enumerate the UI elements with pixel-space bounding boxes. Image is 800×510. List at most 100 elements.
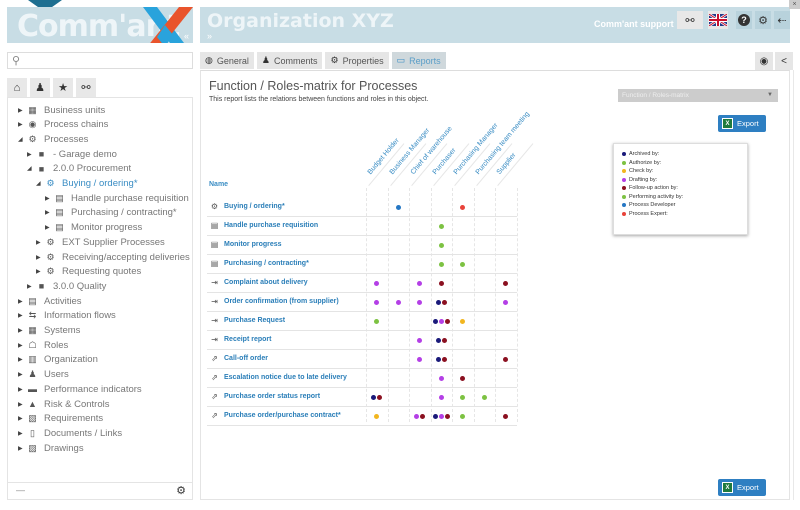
expand-arrow-icon[interactable]: ▶ — [18, 386, 23, 393]
expand-arrow-icon[interactable]: ▶ — [18, 401, 23, 408]
tree-item[interactable]: ▶ ▨ Drawings — [18, 441, 84, 455]
tree-item[interactable]: ▶ ▬ Performance indicators — [18, 382, 142, 396]
glasses-icon[interactable]: ⚯ — [677, 11, 703, 29]
search-input[interactable]: ⚲ — [7, 52, 193, 69]
tree-item[interactable]: ▶ ▤ Monitor progress — [45, 221, 142, 235]
tree-item[interactable]: ▶ ⇆ Information flows — [18, 309, 116, 323]
tab-properties[interactable]: ⚙ Properties — [325, 52, 389, 69]
tree-item-label: Business units — [44, 104, 106, 116]
tree-item[interactable]: ▶ ⚙ Requesting quotes — [36, 265, 141, 279]
expand-arrow-icon[interactable]: ▶ — [18, 372, 23, 379]
tree-item[interactable]: ▶ ⚙ Receiving/accepting deliveries — [36, 250, 190, 264]
export-button-bottom[interactable]: X Export — [718, 479, 766, 496]
matrix-row: ⇗ Purchase order status report — [207, 388, 517, 407]
tree-item[interactable]: ▶ ♟ Users — [18, 368, 69, 382]
row-name-link[interactable]: Purchasing / contracting* — [224, 260, 309, 267]
close-icon[interactable]: × — [789, 0, 800, 9]
app-logo[interactable]: Comm'ant « — [7, 7, 193, 43]
role-dot-icon — [503, 281, 508, 286]
tree-item[interactable]: ▶ ▦ Systems — [18, 324, 80, 338]
matrix-cell — [366, 395, 387, 401]
tab-reports[interactable]: ▭ Reports — [391, 52, 446, 69]
collapse-arrow-icon[interactable]: ◢ — [18, 136, 23, 143]
help-icon[interactable]: ? — [736, 11, 752, 29]
star-icon[interactable]: ★ — [53, 78, 73, 97]
tree-item[interactable]: ▶ ▯ Documents / Links — [18, 426, 122, 440]
expand-arrow-icon[interactable]: ▶ — [18, 357, 23, 364]
expand-arrow-icon[interactable]: ▶ — [27, 151, 32, 158]
expand-arrow-icon[interactable]: ▶ — [27, 283, 32, 290]
tree-settings-gear-icon[interactable]: ⚙ — [176, 485, 186, 497]
expand-arrow-icon[interactable]: ▶ — [18, 313, 23, 320]
tab-comments[interactable]: ♟ Comments — [256, 52, 323, 69]
report-type-select[interactable]: Function / Roles-matrix ▼ — [618, 89, 778, 102]
expand-arrow-icon[interactable]: ▶ — [36, 269, 41, 276]
row-name-link[interactable]: Escalation notice due to late delivery — [224, 374, 347, 381]
row-name-link[interactable]: Receipt report — [224, 336, 272, 343]
tree-item[interactable]: ▶ ⚙ EXT Supplier Processes — [36, 235, 165, 249]
row-name-link[interactable]: Purchase order status report — [224, 393, 321, 400]
expand-arrow-icon[interactable]: ▶ — [18, 445, 23, 452]
tree-item[interactable]: ◢ ■ 2.0.0 Procurement — [27, 162, 131, 176]
tree-item[interactable]: ▶ ▤ Purchasing / contracting* — [45, 206, 177, 220]
row-name-link[interactable]: Call-off order — [224, 355, 268, 362]
eye-icon[interactable]: ◉ — [755, 52, 773, 70]
collapse-sidebar-button[interactable]: « — [183, 31, 189, 41]
link-icon[interactable]: ⚯ — [76, 78, 96, 97]
support-link[interactable]: Comm'ant support — [594, 19, 674, 29]
role-dot-icon — [444, 414, 450, 419]
row-name-link[interactable]: Complaint about delivery — [224, 279, 308, 286]
tree-item[interactable]: ▶ ◉ Process chains — [18, 118, 108, 132]
tree-item[interactable]: ◢ ⚙ Buying / ordering* — [36, 177, 138, 191]
right-scrollbar[interactable] — [793, 70, 794, 500]
uk-flag-icon[interactable] — [708, 11, 728, 29]
tree-item[interactable]: ▶ ▦ Business units — [18, 103, 105, 117]
expand-arrow-icon[interactable]: ▶ — [18, 430, 23, 437]
gear-icon[interactable]: ⚙ — [755, 11, 771, 29]
tree-item[interactable]: ▶ ■ - Garage demo — [27, 147, 117, 161]
page-title: Organization XYZ — [207, 10, 394, 32]
row-name-link[interactable]: Purchase order/purchase contract* — [224, 412, 341, 419]
collapse-arrow-icon[interactable]: ◢ — [27, 166, 32, 173]
row-name-link[interactable]: Handle purchase requisition — [224, 222, 319, 229]
tree-item[interactable]: ▶ ▲ Risk & Controls — [18, 397, 109, 411]
matrix-cell — [409, 300, 430, 306]
home-icon[interactable]: ⌂ — [7, 78, 27, 97]
tab-general[interactable]: ◍ General — [200, 52, 254, 69]
row-type-icon: ▤ — [210, 221, 219, 230]
tree-item[interactable]: ▶ ▤ Handle purchase requisition — [45, 191, 189, 205]
row-name-link[interactable]: Order confirmation (from supplier) — [224, 298, 339, 305]
row-name-link[interactable]: Monitor progress — [224, 241, 282, 248]
row-name-link[interactable]: Buying / ordering* — [224, 203, 285, 210]
logout-icon[interactable]: ⇠ — [774, 11, 790, 29]
expand-arrow-icon[interactable]: ▶ — [18, 328, 23, 334]
expand-arrow-icon[interactable]: ▶ — [18, 122, 23, 129]
tree-item[interactable]: ▶ ☖ Roles — [18, 338, 68, 352]
export-button-top[interactable]: X Export — [718, 115, 766, 132]
expand-arrow-icon[interactable]: ▶ — [18, 298, 23, 305]
expand-arrow-icon[interactable]: ▶ — [45, 225, 50, 232]
matrix-cell — [409, 357, 430, 363]
tree-item-label: Information flows — [44, 310, 116, 322]
user-icon[interactable]: ♟ — [30, 78, 50, 97]
tree-item[interactable]: ▶ ▧ Requirements — [18, 412, 103, 426]
tree-node-icon: ⚙ — [46, 251, 55, 262]
role-dot-icon — [395, 205, 401, 210]
expand-header-button[interactable]: » — [207, 31, 213, 41]
expand-arrow-icon[interactable]: ▶ — [18, 416, 23, 423]
expand-arrow-icon[interactable]: ▶ — [18, 107, 23, 114]
tree-item[interactable]: ▶ ▤ Activities — [18, 294, 81, 308]
tree-item[interactable]: ▶ ■ 3.0.0 Quality — [27, 279, 106, 293]
expand-arrow-icon[interactable]: ▶ — [36, 239, 41, 246]
tree-item[interactable]: ◢ ⚙ Processes — [18, 132, 88, 146]
expand-arrow-icon[interactable]: ▶ — [45, 210, 50, 217]
expand-arrow-icon[interactable]: ▶ — [18, 342, 23, 349]
role-dot-icon — [417, 300, 422, 305]
row-name-link[interactable]: Purchase Request — [224, 317, 286, 324]
tree-item[interactable]: ▶ ▥ Organization — [18, 353, 98, 367]
share-icon[interactable]: < — [775, 52, 793, 70]
matrix-row: ⇥ Order confirmation (from supplier) — [207, 293, 517, 312]
expand-arrow-icon[interactable]: ▶ — [36, 254, 41, 261]
collapse-arrow-icon[interactable]: ◢ — [36, 181, 41, 187]
expand-arrow-icon[interactable]: ▶ — [45, 195, 50, 202]
